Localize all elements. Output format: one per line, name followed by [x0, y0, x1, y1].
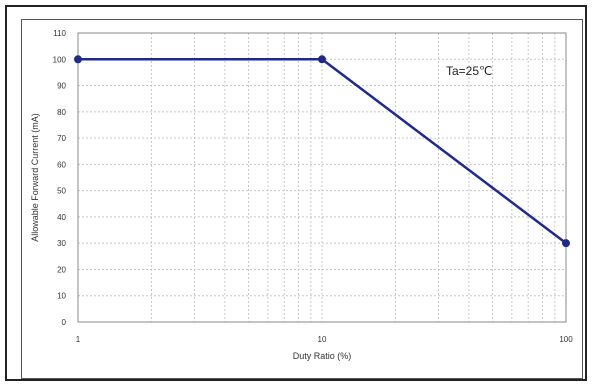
y-tick-label: 0 [62, 318, 67, 327]
data-point [318, 55, 326, 63]
y-tick-label: 100 [53, 55, 67, 64]
x-axis-label: Duty Ratio (%) [293, 351, 352, 361]
y-tick-label: 90 [57, 82, 66, 91]
y-tick-label: 40 [57, 213, 66, 222]
y-tick-label: 20 [57, 265, 66, 274]
data-point [74, 55, 82, 63]
y-tick-label: 60 [57, 160, 66, 169]
data-point [562, 239, 570, 247]
y-axis-label: Allowable Forward Current (mA) [30, 113, 40, 242]
y-tick-label: 70 [57, 134, 66, 143]
y-tick-labels: 0 10 20 30 40 50 60 70 80 90 100 110 [53, 29, 67, 327]
y-tick-label: 50 [57, 187, 66, 196]
y-tick-label: 80 [57, 108, 66, 117]
y-tick-label: 10 [57, 292, 66, 301]
x-tick-labels: 1 10 100 [76, 335, 573, 344]
grid [78, 33, 566, 322]
y-tick-label: 30 [57, 239, 66, 248]
y-tick-label: 110 [53, 29, 66, 38]
x-tick-label: 1 [76, 335, 81, 344]
temperature-annotation: Ta=25℃ [446, 64, 493, 78]
x-tick-label: 10 [318, 335, 327, 344]
x-tick-label: 100 [559, 335, 573, 344]
